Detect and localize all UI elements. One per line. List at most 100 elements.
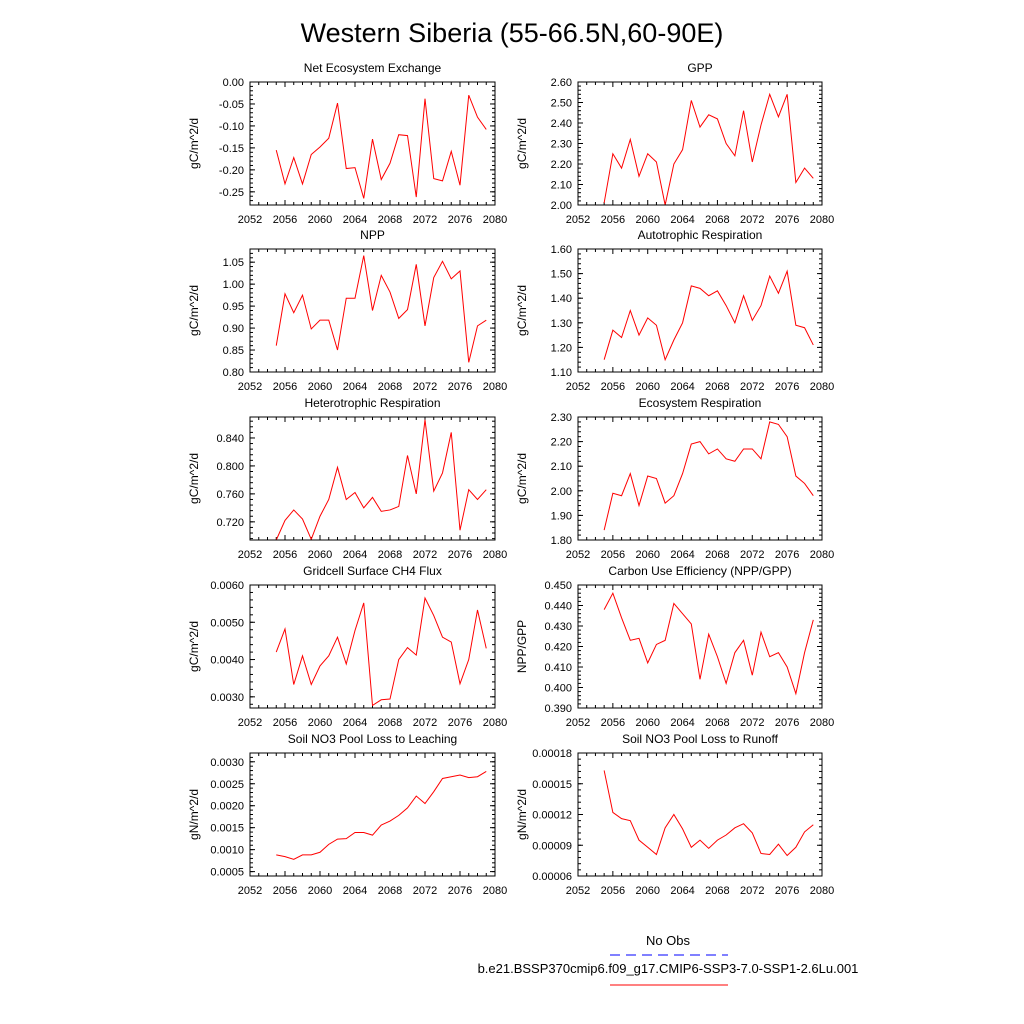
x-tick-label: 2056 bbox=[273, 717, 297, 729]
plot-frame bbox=[577, 752, 823, 877]
x-tick-label: 2080 bbox=[483, 214, 507, 226]
y-tick-label: 0.90 bbox=[223, 323, 244, 335]
y-tick-label: 0.85 bbox=[223, 345, 244, 357]
chart-carbon-use-efficiency-npp-gpp: Carbon Use Efficiency (NPP/GPP) NPP/GPP 20… bbox=[515, 564, 834, 729]
series-line-soil-no3-pool-loss-to-leaching bbox=[276, 771, 487, 860]
y-axis-label: gC/m^2/d bbox=[515, 285, 529, 336]
x-tick-label: 2052 bbox=[238, 549, 262, 561]
x-tick-label: 2052 bbox=[566, 214, 590, 226]
y-tick-label: 0.840 bbox=[216, 433, 244, 445]
y-tick-label: 0.95 bbox=[223, 301, 244, 313]
y-axis-label: gC/m^2/d bbox=[515, 118, 529, 169]
x-tick-label: 2076 bbox=[775, 717, 799, 729]
x-tick-label: 2052 bbox=[566, 885, 590, 897]
x-tick-label: 2064 bbox=[343, 214, 367, 226]
y-tick-label: 0.400 bbox=[544, 683, 572, 695]
x-tick-label: 2056 bbox=[273, 381, 297, 393]
y-tick-label: 0.00 bbox=[223, 77, 244, 89]
x-tick-label: 2068 bbox=[705, 381, 729, 393]
x-tick-label: 2064 bbox=[343, 885, 367, 897]
plot-frame bbox=[249, 81, 496, 206]
plot-frame bbox=[249, 584, 496, 709]
x-tick-label: 2056 bbox=[601, 381, 625, 393]
y-axis-label: gN/m^2/d bbox=[187, 789, 201, 840]
y-tick-label: 1.40 bbox=[551, 293, 572, 305]
x-tick-label: 2064 bbox=[343, 381, 367, 393]
plot-frame bbox=[577, 81, 823, 206]
y-tick-label: -0.10 bbox=[219, 121, 244, 133]
x-tick-label: 2064 bbox=[670, 214, 694, 226]
y-tick-label: 1.10 bbox=[551, 367, 572, 379]
x-tick-label: 2052 bbox=[238, 214, 262, 226]
series-line-net-ecosystem-exchange bbox=[275, 94, 487, 199]
x-tick-label: 2068 bbox=[378, 549, 402, 561]
y-tick-label: -0.25 bbox=[219, 187, 244, 199]
x-tick-label: 2056 bbox=[601, 885, 625, 897]
chart-title: Autotrophic Respiration bbox=[638, 228, 763, 242]
y-tick-label: 2.30 bbox=[551, 139, 572, 151]
x-tick-label: 2072 bbox=[413, 717, 437, 729]
x-tick-label: 2064 bbox=[343, 549, 367, 561]
x-tick-label: 2052 bbox=[238, 381, 262, 393]
x-tick-label: 2072 bbox=[413, 885, 437, 897]
x-tick-label: 2060 bbox=[635, 214, 659, 226]
legend-label-no-obs: No Obs bbox=[646, 933, 691, 948]
y-tick-label: 0.430 bbox=[544, 621, 572, 633]
y-tick-label: 1.30 bbox=[551, 318, 572, 330]
x-tick-label: 2072 bbox=[740, 885, 764, 897]
y-tick-label: 0.720 bbox=[216, 517, 244, 529]
chart-gridcell-surface-ch4-flux: Gridcell Surface CH4 Flux gC/m^2/d 2052 205… bbox=[187, 564, 507, 729]
x-tick-label: 2080 bbox=[483, 885, 507, 897]
chart-title: Soil NO3 Pool Loss to Leaching bbox=[288, 732, 457, 746]
y-tick-label: 1.00 bbox=[223, 279, 244, 291]
legend: No Obs b.e21.BSSP370cmip6.f09_g17.CMIP6-… bbox=[478, 933, 859, 986]
chart-title: Gridcell Surface CH4 Flux bbox=[303, 564, 442, 578]
x-tick-label: 2076 bbox=[448, 717, 472, 729]
x-tick-label: 2072 bbox=[740, 717, 764, 729]
y-tick-label: 0.80 bbox=[223, 367, 244, 379]
y-tick-label: 1.20 bbox=[551, 342, 572, 354]
series-line-gpp bbox=[603, 92, 814, 206]
y-tick-label: 0.420 bbox=[544, 642, 572, 654]
x-tick-label: 2076 bbox=[775, 549, 799, 561]
y-tick-label: 0.0005 bbox=[210, 867, 244, 879]
x-tick-label: 2080 bbox=[810, 717, 834, 729]
x-tick-label: 2076 bbox=[775, 381, 799, 393]
plot-frame bbox=[577, 584, 823, 709]
x-tick-label: 2060 bbox=[308, 549, 332, 561]
x-tick-label: 2052 bbox=[566, 381, 590, 393]
x-tick-label: 2056 bbox=[601, 717, 625, 729]
x-tick-label: 2056 bbox=[601, 214, 625, 226]
plot-frame bbox=[249, 248, 496, 373]
y-tick-label: 0.00018 bbox=[532, 748, 572, 760]
x-tick-label: 2068 bbox=[378, 214, 402, 226]
y-tick-label: 0.800 bbox=[216, 461, 244, 473]
x-tick-label: 2068 bbox=[378, 885, 402, 897]
x-tick-label: 2056 bbox=[601, 549, 625, 561]
x-tick-label: 2080 bbox=[483, 381, 507, 393]
y-tick-label: 2.00 bbox=[551, 200, 572, 212]
legend-label-case: b.e21.BSSP370cmip6.f09_g17.CMIP6-SSP3-7.… bbox=[478, 961, 859, 976]
x-tick-label: 2080 bbox=[483, 549, 507, 561]
y-axis-label: gN/m^2/d bbox=[515, 789, 529, 840]
chart-title: GPP bbox=[687, 61, 712, 75]
x-tick-label: 2072 bbox=[740, 214, 764, 226]
chart-panels: Net Ecosystem Exchange gC/m^2/d 2052 2056 20… bbox=[187, 61, 834, 897]
x-tick-label: 2064 bbox=[670, 717, 694, 729]
x-tick-label: 2060 bbox=[635, 381, 659, 393]
y-tick-label: 1.05 bbox=[223, 257, 244, 269]
plot-frame bbox=[249, 752, 496, 877]
series-line-carbon-use-efficiency-npp-gpp bbox=[603, 591, 814, 696]
x-tick-label: 2068 bbox=[705, 717, 729, 729]
x-tick-label: 2072 bbox=[740, 549, 764, 561]
y-tick-label: 2.20 bbox=[551, 437, 572, 449]
x-tick-label: 2056 bbox=[273, 214, 297, 226]
chart-gpp: GPP gC/m^2/d 2052 2056 2060 2064 2068 2072 2076 2… bbox=[515, 61, 834, 226]
x-tick-label: 2060 bbox=[308, 885, 332, 897]
x-tick-label: 2060 bbox=[308, 214, 332, 226]
y-tick-label: 0.0010 bbox=[210, 845, 244, 857]
x-tick-label: 2080 bbox=[810, 214, 834, 226]
x-tick-label: 2072 bbox=[413, 214, 437, 226]
x-tick-label: 2052 bbox=[566, 717, 590, 729]
